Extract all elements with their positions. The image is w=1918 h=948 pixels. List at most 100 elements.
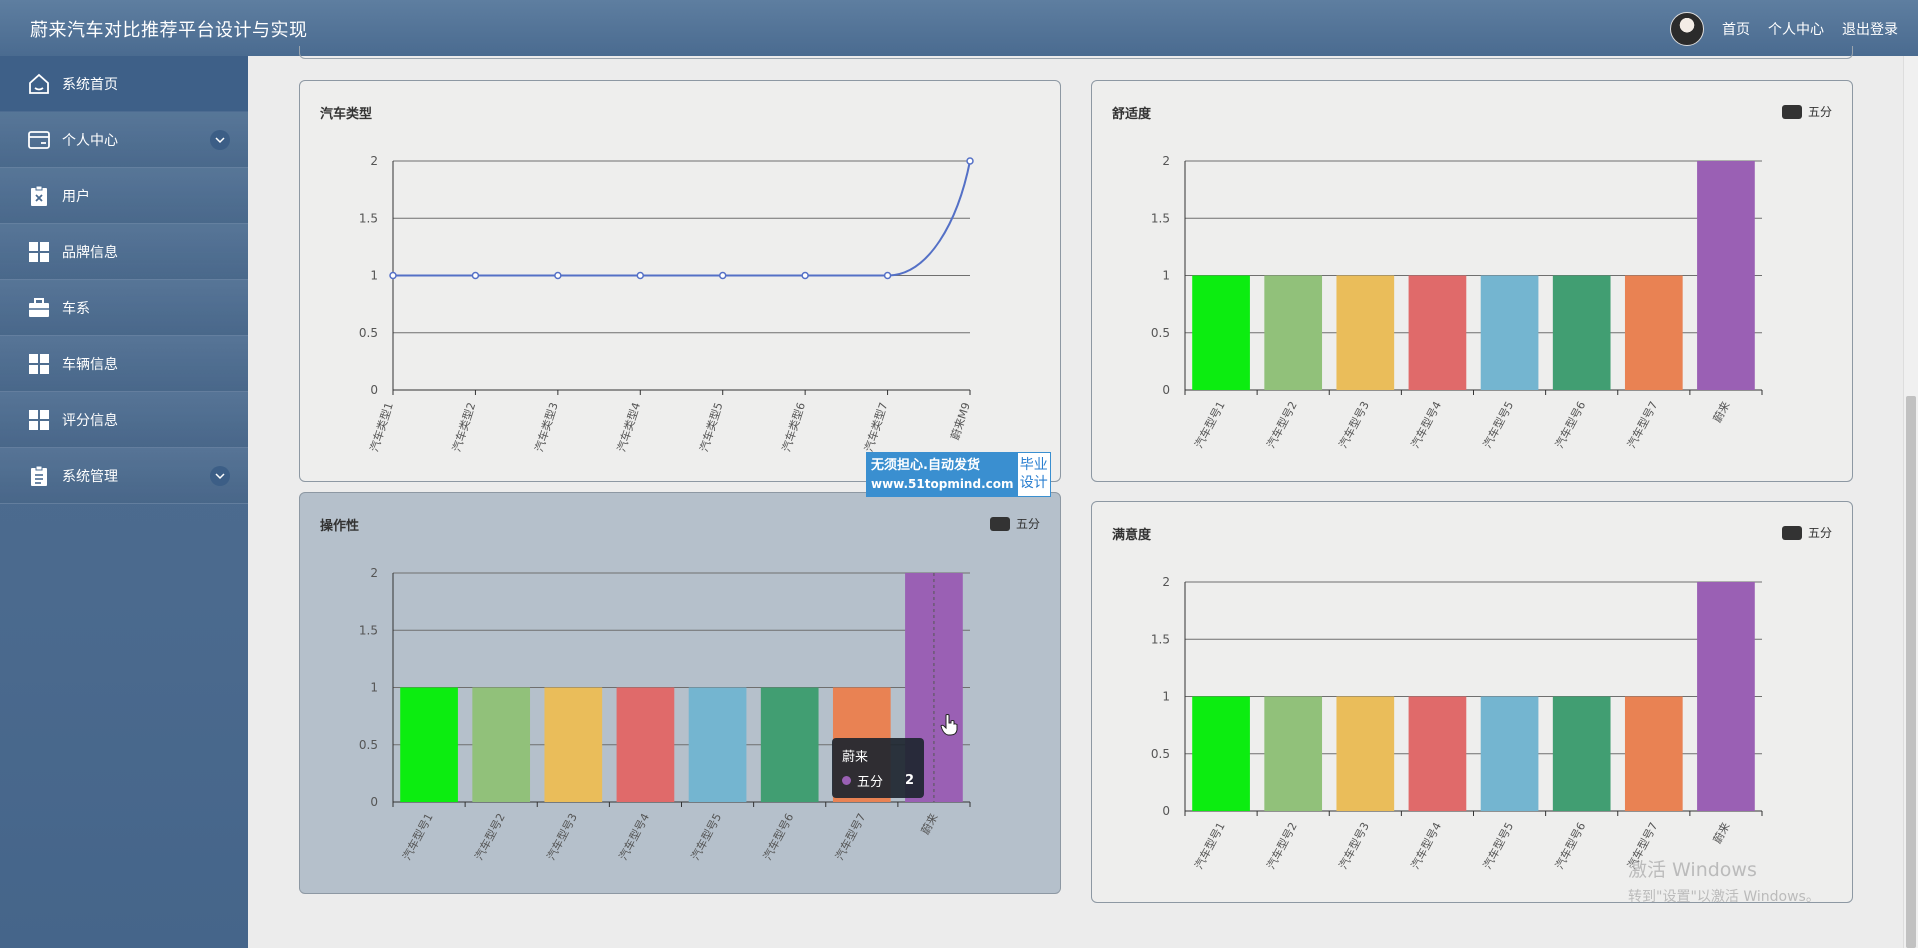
bar bbox=[1336, 696, 1395, 811]
x-tick-label: 汽车型号4 bbox=[1408, 399, 1444, 451]
y-tick-label: 0.5 bbox=[1151, 326, 1170, 340]
clipboard-x-icon bbox=[26, 184, 52, 208]
bar bbox=[544, 687, 603, 802]
sidebar-item-ratings[interactable]: 评分信息 bbox=[0, 392, 248, 448]
handling-bar-chart[interactable]: 0 0.5 1 1.5 2 汽车型号1 汽车型号2 汽车型号3 汽车型号4 汽车型号5 汽车型号6 汽… bbox=[300, 493, 1060, 893]
windows-watermark: 激活 Windows 转到"设置"以激活 Windows。 bbox=[1628, 855, 1820, 906]
sidebar-item-profile[interactable]: 个人中心 bbox=[0, 112, 248, 168]
chart-legend[interactable]: 五分 bbox=[1781, 524, 1832, 541]
y-tick-label: 0 bbox=[1162, 804, 1170, 818]
x-tick-label: 汽车型号6 bbox=[1552, 399, 1588, 451]
x-tick-label: 蔚来 bbox=[919, 811, 941, 837]
bar bbox=[1192, 275, 1250, 390]
handling-panel: 操作性 五分 0 0.5 1 1.5 2 汽车型号1 汽车型号2 汽车型号3 汽车型号4 汽车型号… bbox=[299, 492, 1061, 894]
watermark-subtitle: 转到"设置"以激活 Windows。 bbox=[1628, 889, 1820, 905]
bar bbox=[472, 687, 531, 802]
home-icon bbox=[26, 72, 52, 96]
x-tick-label: 汽车型号3 bbox=[1336, 820, 1372, 872]
avatar[interactable] bbox=[1670, 12, 1704, 46]
chart-legend[interactable]: 五分 bbox=[989, 515, 1040, 532]
sidebar-item-series[interactable]: 车系 bbox=[0, 280, 248, 336]
x-tick-label: 汽车型号6 bbox=[760, 811, 796, 863]
x-tick-label: 汽车型号3 bbox=[544, 811, 580, 863]
comfort-bar-chart[interactable]: 0 0.5 1 1.5 2 汽车型号1 汽车型号2 汽车型号3 汽车型号4 汽车型号5 汽车型号6 汽… bbox=[1092, 81, 1852, 481]
bar bbox=[1480, 275, 1539, 390]
x-tick-label: 汽车型号4 bbox=[616, 811, 652, 863]
promo-tag-line: 设计 bbox=[1019, 475, 1048, 491]
data-point bbox=[554, 271, 562, 280]
legend-label: 五分 bbox=[1807, 526, 1832, 540]
x-tick-label: 汽车型号3 bbox=[1336, 399, 1372, 451]
y-tick-label: 0 bbox=[370, 383, 378, 397]
sidebar-item-system[interactable]: 系统管理 bbox=[0, 448, 248, 504]
y-tick-label: 0 bbox=[370, 795, 378, 809]
y-tick-label: 1 bbox=[1162, 690, 1170, 704]
x-tick-label: 汽车型号1 bbox=[1191, 820, 1227, 872]
y-tick-label: 1.5 bbox=[1151, 211, 1170, 225]
watermark-title: 激活 Windows bbox=[1628, 859, 1757, 881]
x-tick-label: 汽车类型1 bbox=[367, 401, 396, 454]
bar bbox=[1624, 275, 1683, 390]
y-tick-label: 0.5 bbox=[359, 326, 378, 340]
data-point bbox=[801, 271, 809, 280]
data-point bbox=[883, 271, 892, 280]
top-header: 蔚来汽车对比推荐平台设计与实现 首页 个人中心 退出登录 bbox=[0, 0, 1918, 56]
sidebar-item-label: 系统首页 bbox=[62, 76, 118, 93]
bar bbox=[1192, 696, 1250, 811]
chevron-down-icon[interactable] bbox=[210, 129, 230, 150]
panel-title: 汽车类型 bbox=[320, 107, 373, 122]
y-tick-label: 2 bbox=[1162, 154, 1170, 168]
bar bbox=[1336, 275, 1395, 390]
bar bbox=[760, 687, 819, 802]
hand-cursor-icon bbox=[940, 714, 958, 740]
sidebar-item-vehicles[interactable]: 车辆信息 bbox=[0, 336, 248, 392]
scrollbar-thumb[interactable] bbox=[1906, 396, 1916, 948]
tooltip-series: 五分 bbox=[857, 775, 884, 790]
bar bbox=[1408, 275, 1467, 390]
tooltip-value: 2 bbox=[904, 773, 914, 788]
app-title: 蔚来汽车对比推荐平台设计与实现 bbox=[30, 20, 308, 41]
bar bbox=[1552, 696, 1611, 811]
logout-link[interactable]: 退出登录 bbox=[1842, 22, 1898, 38]
x-tick-label: 汽车类型7 bbox=[861, 401, 890, 454]
grid-icon bbox=[26, 240, 52, 264]
bar bbox=[1408, 696, 1467, 811]
profile-link[interactable]: 个人中心 bbox=[1768, 22, 1824, 38]
home-link[interactable]: 首页 bbox=[1722, 22, 1750, 38]
y-tick-label: 1 bbox=[1162, 269, 1170, 283]
x-tick-label: 汽车类型2 bbox=[449, 401, 478, 454]
legend-swatch bbox=[1781, 525, 1802, 540]
x-tick-label: 汽车型号2 bbox=[1264, 820, 1300, 872]
y-tick-label: 1.5 bbox=[359, 623, 378, 637]
legend-label: 五分 bbox=[1807, 105, 1832, 119]
briefcase-icon bbox=[26, 296, 52, 320]
sidebar-item-brand[interactable]: 品牌信息 bbox=[0, 224, 248, 280]
x-tick-label: 汽车型号4 bbox=[1408, 820, 1444, 872]
sidebar-item-label: 车辆信息 bbox=[62, 356, 118, 373]
x-tick-label: 蔚来M9 bbox=[949, 401, 973, 442]
x-tick-label: 汽车型号1 bbox=[399, 811, 435, 863]
sidebar-item-home[interactable]: 系统首页 bbox=[0, 56, 248, 112]
promo-text: 无须担心.自动发货 www.51topmind.com bbox=[867, 453, 1018, 496]
promo-badge[interactable]: 无须担心.自动发货 www.51topmind.com 毕业 设计 bbox=[866, 452, 1051, 497]
legend-swatch bbox=[1781, 104, 1802, 119]
chart-legend[interactable]: 五分 bbox=[1781, 103, 1832, 120]
x-tick-label: 汽车型号7 bbox=[832, 811, 868, 863]
x-tick-label: 蔚来 bbox=[1711, 399, 1733, 425]
sidebar: 系统首页 个人中心 用户 品牌信息 车系 车辆信息 bbox=[0, 56, 248, 948]
chevron-down-icon[interactable] bbox=[210, 465, 230, 486]
promo-tag: 毕业 设计 bbox=[1017, 453, 1050, 496]
sidebar-item-users[interactable]: 用户 bbox=[0, 168, 248, 224]
data-point bbox=[718, 271, 727, 280]
page-scrollbar[interactable] bbox=[1903, 56, 1918, 948]
previous-panel-edge bbox=[299, 46, 1853, 59]
y-tick-label: 2 bbox=[1162, 575, 1170, 589]
bar bbox=[1697, 582, 1755, 811]
bar bbox=[1552, 275, 1611, 390]
y-tick-label: 0.5 bbox=[359, 738, 378, 752]
x-tick-label: 汽车型号2 bbox=[472, 811, 508, 863]
car-type-panel: 汽车类型 0 0.5 1 1.5 2 汽车类型1 汽车类型2 汽车类型3 汽车类型4 汽车类型5 汽… bbox=[299, 80, 1061, 482]
tooltip-category: 蔚来 bbox=[842, 750, 869, 765]
